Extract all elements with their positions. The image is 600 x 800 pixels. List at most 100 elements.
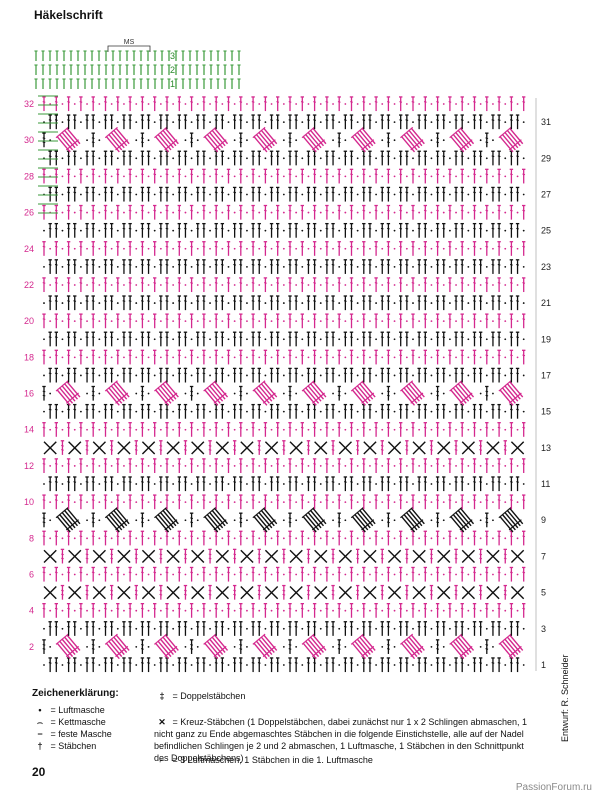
stitch-bar-2 <box>380 449 384 451</box>
stitch-bar <box>448 245 452 248</box>
motif-top <box>60 511 64 515</box>
stitch-bar <box>202 209 206 212</box>
chain-stitch <box>43 229 45 232</box>
stitch-bar <box>270 155 273 158</box>
stitch-bar <box>386 607 390 610</box>
motif-bar <box>311 645 325 658</box>
stitch-bar <box>104 191 107 194</box>
chain-stitch <box>301 338 304 341</box>
stitch-bar <box>460 408 464 411</box>
motif-post <box>162 510 177 527</box>
stitch-bar <box>313 173 317 176</box>
chain-stitch <box>504 428 507 431</box>
stitch-bar <box>54 155 58 158</box>
stitch-bar <box>325 481 329 483</box>
motif-post <box>164 381 179 398</box>
chain-stitch <box>80 193 82 196</box>
chain-stitch <box>332 175 334 178</box>
chain-stitch <box>332 392 334 395</box>
chain-stitch <box>190 193 193 196</box>
stitch-bar <box>386 517 390 519</box>
stitch-bar <box>485 426 489 429</box>
stitch-bar <box>368 191 372 194</box>
chain-stitch <box>393 519 396 522</box>
stitch-bar <box>423 191 427 194</box>
chain-stitch <box>467 573 470 576</box>
motif-post <box>160 638 174 656</box>
diamond-motif <box>498 633 524 660</box>
stitch-bar <box>165 209 169 212</box>
motif-top <box>304 133 308 137</box>
stitch-bar <box>91 155 95 158</box>
chain-stitch <box>467 338 470 341</box>
stitch-bar <box>214 463 218 465</box>
chain-stitch <box>264 410 267 413</box>
stitch-bar <box>417 372 421 375</box>
motif-bar <box>164 645 178 658</box>
stitch-bar <box>85 227 89 230</box>
diamond-motif <box>203 506 229 533</box>
stitch-bar <box>460 336 464 338</box>
stitch-bar <box>448 318 452 320</box>
motif-post <box>356 638 371 656</box>
motif-top <box>459 380 463 384</box>
stitch-bar <box>239 662 243 664</box>
stitch-bar <box>239 155 243 158</box>
chain-stitch <box>221 537 224 540</box>
stitch-bar <box>473 625 476 628</box>
motif-top <box>259 509 264 512</box>
stitch-bar <box>165 607 169 610</box>
stitch-bar <box>85 264 89 266</box>
stitch-bar <box>479 300 483 302</box>
stitch-bar <box>251 481 255 483</box>
chart-row-29 <box>43 150 525 166</box>
stitch-bar <box>48 155 52 158</box>
chain-stitch <box>264 627 267 630</box>
stitch-bar <box>104 282 107 284</box>
chain-stitch <box>332 211 334 214</box>
stitch-bar <box>282 444 286 447</box>
stitch-bar <box>54 426 58 429</box>
stitch-bar <box>91 607 95 610</box>
stitch-bar <box>159 227 163 230</box>
stitch-bar <box>337 137 341 139</box>
motif-top <box>65 126 69 130</box>
chain-stitch <box>86 646 88 648</box>
chain-stitch <box>147 646 150 648</box>
chain-stitch <box>110 573 113 576</box>
cross-stitch-b <box>437 441 451 455</box>
motif-top <box>304 513 308 517</box>
stitch-bar <box>227 209 230 212</box>
stitch-bar <box>110 444 114 447</box>
chain-stitch <box>153 664 156 666</box>
motif-top <box>161 509 165 512</box>
motif-post <box>450 642 465 660</box>
stitch-bar <box>350 191 353 194</box>
stitch-bar <box>214 173 218 176</box>
motif-post <box>450 516 465 533</box>
chain-stitch <box>356 247 359 250</box>
stitch-bar <box>454 191 458 194</box>
chain-stitch <box>430 157 433 160</box>
stitch-bar <box>220 662 224 664</box>
chain-stitch <box>135 664 138 666</box>
motif-post <box>255 134 270 151</box>
stitch-bar <box>411 245 415 248</box>
chain-stitch <box>375 664 377 666</box>
motif-top <box>63 128 67 132</box>
chain-stitch <box>86 519 88 522</box>
cross-stitch-b <box>289 441 303 455</box>
motif-top <box>449 515 453 519</box>
stitch-bar <box>491 300 495 302</box>
chain-stitch <box>98 265 101 268</box>
motif-post <box>56 642 71 660</box>
stitch-bar <box>307 589 310 592</box>
stitch-bar <box>73 372 77 375</box>
chain-stitch <box>153 338 156 341</box>
stitch-bar <box>54 372 58 375</box>
stitch-bar <box>128 354 132 357</box>
stitch-bar <box>362 227 366 230</box>
diamond-motif <box>154 380 179 406</box>
diamond-motif <box>55 380 81 406</box>
motif-post <box>410 381 425 398</box>
